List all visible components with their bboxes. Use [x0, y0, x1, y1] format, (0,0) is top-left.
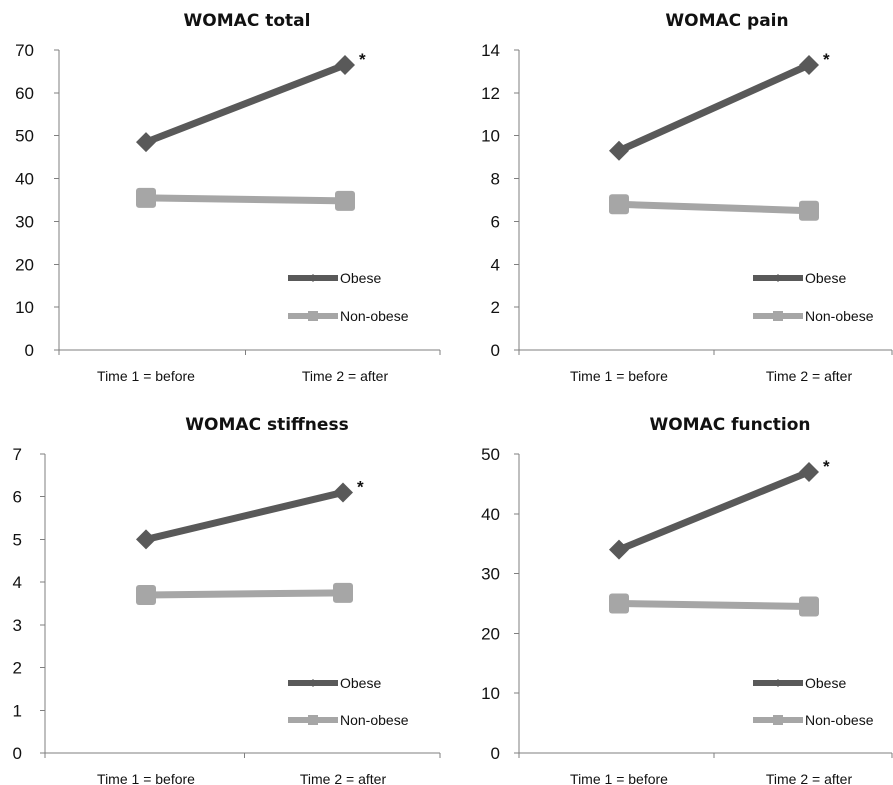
data-point-non-obese [136, 584, 156, 605]
y-tick-label: 4 [491, 255, 500, 274]
y-tick-label: 2 [13, 659, 22, 678]
data-point-obese [799, 55, 819, 75]
y-tick-label: 0 [491, 744, 500, 763]
significance-asterisk: * [359, 50, 366, 69]
legend-label: Non-obese [805, 712, 874, 728]
series-line-obese [615, 61, 813, 155]
legend-label: Non-obese [340, 712, 409, 728]
data-point-non-obese [799, 200, 819, 221]
data-point-non-obese [799, 596, 819, 617]
legend-marker-diamond [309, 679, 317, 687]
legend-marker-square [308, 311, 318, 321]
y-tick-label: 2 [491, 298, 500, 317]
chart-title: WOMAC stiffness [185, 415, 348, 435]
x-tick-label: Time 2 = after [766, 368, 853, 384]
series-line-obese [615, 468, 813, 554]
y-tick-label: 20 [15, 255, 34, 274]
series-line-obese [142, 488, 347, 543]
data-point-non-obese [136, 187, 156, 208]
y-tick-label: 5 [13, 530, 22, 549]
y-tick-label: 8 [491, 170, 500, 189]
y-tick-label: 12 [481, 84, 500, 103]
data-point-obese [799, 461, 819, 482]
y-tick-label: 1 [13, 701, 22, 720]
data-point-obese [333, 482, 353, 503]
data-point-non-obese [333, 582, 353, 603]
y-tick-label: 0 [25, 341, 34, 360]
x-tick-label: Time 1 = before [570, 771, 668, 785]
data-point-non-obese [609, 593, 629, 614]
legend-label: Obese [805, 270, 846, 286]
data-point-obese [136, 132, 156, 153]
series-line-obese [142, 61, 349, 146]
y-tick-label: 7 [13, 445, 22, 464]
data-point-obese [136, 529, 156, 550]
chart-panel-1: WOMAC total 0 10 20 30 40 50 60 70 Time 1 = befor… [15, 11, 441, 384]
y-tick-label: 6 [13, 488, 22, 507]
chart-panel-2: WOMAC pain 0 2 4 6 8 10 12 14 Time 1 = before Time… [481, 11, 893, 384]
y-tick-label: 20 [481, 624, 500, 643]
series-line-non-obese [142, 589, 347, 599]
y-tick-label: 6 [491, 212, 500, 231]
x-tick-label: Time 1 = before [97, 771, 195, 785]
significance-asterisk: * [823, 457, 830, 476]
significance-asterisk: * [357, 477, 364, 496]
y-tick-label: 50 [15, 127, 34, 146]
series-line-non-obese [615, 600, 813, 610]
legend-marker-diamond [774, 679, 782, 687]
chart-title: WOMAC function [649, 415, 810, 435]
chart-title: WOMAC total [184, 11, 311, 31]
legend-marker-square [773, 715, 783, 725]
legend-label: Non-obese [340, 308, 409, 324]
legend-label: Obese [340, 675, 381, 691]
legend-label: Non-obese [805, 308, 874, 324]
y-tick-label: 0 [491, 341, 500, 360]
y-tick-label: 30 [15, 212, 34, 231]
x-tick-label: Time 2 = after [766, 771, 853, 785]
legend-label: Obese [805, 675, 846, 691]
y-tick-label: 0 [13, 744, 22, 763]
y-tick-label: 40 [481, 505, 500, 524]
chart-panel-4: WOMAC function 0 10 20 30 40 50 Time 1 = before… [481, 415, 893, 785]
x-tick-label: Time 2 = after [302, 368, 389, 384]
x-tick-label: Time 1 = before [97, 368, 195, 384]
legend-marker-diamond [309, 274, 317, 282]
y-tick-label: 10 [481, 684, 500, 703]
legend-marker-square [308, 715, 318, 725]
data-point-obese [609, 140, 629, 161]
y-tick-label: 70 [15, 41, 34, 60]
data-point-obese [609, 539, 629, 560]
y-tick-label: 3 [13, 616, 22, 635]
y-tick-label: 50 [481, 445, 500, 464]
significance-asterisk: * [823, 50, 830, 69]
y-tick-label: 10 [15, 298, 34, 317]
x-tick-label: Time 2 = after [300, 771, 387, 785]
chart-title: WOMAC pain [665, 11, 788, 31]
y-tick-label: 60 [15, 84, 34, 103]
legend-marker-square [773, 311, 783, 321]
data-point-non-obese [609, 194, 629, 215]
legend-label: Obese [340, 270, 381, 286]
data-point-non-obese [335, 190, 355, 211]
data-point-obese [335, 55, 355, 75]
y-tick-label: 30 [481, 565, 500, 584]
x-tick-label: Time 1 = before [570, 368, 668, 384]
series-line-non-obese [615, 200, 813, 215]
legend-marker-diamond [774, 274, 782, 282]
y-tick-label: 4 [13, 573, 22, 592]
y-tick-label: 10 [481, 127, 500, 146]
y-tick-label: 14 [481, 41, 500, 60]
chart-panel-3: WOMAC stiffness 0 1 2 3 4 5 6 7 Time 1 = before Ti… [13, 415, 441, 785]
series-line-non-obese [142, 194, 349, 205]
y-tick-label: 40 [15, 170, 34, 189]
